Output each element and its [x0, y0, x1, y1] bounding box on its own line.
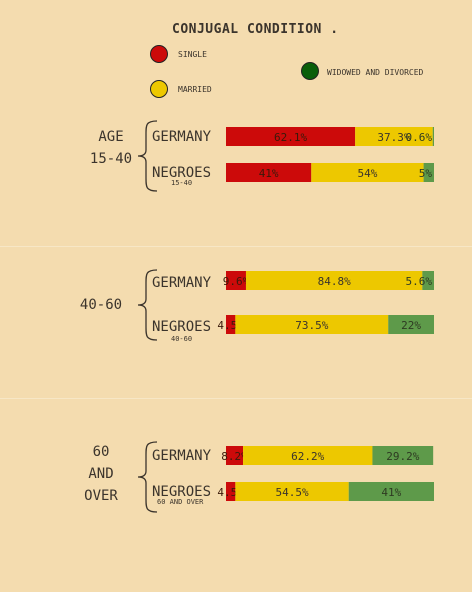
bar-segment-married-row-6	[235, 482, 349, 501]
data-label-single-row-5: 8.2%	[221, 450, 248, 463]
band-divider	[0, 398, 472, 399]
data-label-married-row-6: 54.5%	[275, 486, 308, 499]
bar-segment-widowed-row-4	[388, 315, 434, 334]
legend-widowed-swatch	[301, 62, 319, 80]
bar-segment-single-row-6	[226, 482, 236, 501]
bar-segment-single-row-4	[226, 315, 236, 334]
data-label-single-row-3: 9.6%	[223, 275, 250, 288]
row-label-germany-60-over: GERMANY	[152, 448, 212, 464]
legend-single-swatch	[150, 45, 168, 63]
group-label-60-and-over: 60 AND OVER	[74, 441, 128, 507]
bar-segment-widowed-row-2	[423, 163, 434, 182]
data-label-single-row-1: 62.1%	[274, 131, 307, 144]
data-label-married-row-5: 62.2%	[291, 450, 324, 463]
data-label-widowed-row-1: 0.6%	[406, 131, 433, 144]
row-label-germany-15-40: GERMANY	[152, 129, 212, 145]
data-label-married-row-1: 37.3%	[377, 131, 410, 144]
legend-married-label: MARRIED	[178, 85, 212, 94]
data-label-widowed-row-6: 41%	[381, 486, 401, 499]
row-sublabel-60-over: 60 AND OVER	[157, 498, 204, 506]
bar-segment-single-row-5	[226, 446, 244, 465]
bar-segment-married-row-2	[311, 163, 424, 182]
row-label-germany-40-60: GERMANY	[152, 275, 212, 291]
bar-segment-married-row-5	[243, 446, 373, 465]
row-label-negroes-15-40: NEGROES	[152, 165, 212, 181]
band-divider	[0, 246, 472, 247]
data-label-married-row-2: 54%	[358, 167, 378, 180]
group-label-40-60: 40-60	[74, 294, 128, 316]
data-label-widowed-row-2: 5%	[419, 167, 433, 180]
bar-segment-single-row-1	[226, 127, 356, 146]
data-label-married-row-4: 73.5%	[295, 319, 328, 332]
brace-40-60	[137, 269, 158, 341]
group-label-line: 40-60	[79, 297, 123, 313]
bar-segment-widowed-row-5	[372, 446, 434, 465]
data-label-widowed-row-4: 22%	[401, 319, 421, 332]
brace-15-40	[137, 120, 158, 192]
legend-married-swatch	[150, 80, 168, 98]
brace-60-over	[137, 441, 158, 513]
row-sublabel-40-60: 40-60	[171, 335, 193, 343]
group-braces	[137, 120, 158, 513]
group-label-line: 15-40	[89, 151, 133, 167]
data-label-widowed-row-3: 5.6%	[406, 275, 433, 288]
group-label-line: OVER	[84, 488, 118, 504]
legend-single-label: SINGLE	[178, 50, 207, 59]
group-label-line: AND	[88, 466, 114, 482]
chart-title: CONJUGAL CONDITION .	[172, 22, 339, 37]
bar-segment-married-row-3	[245, 271, 423, 290]
data-label-widowed-row-5: 29.2%	[386, 450, 419, 463]
group-label-line: 60	[92, 444, 110, 460]
bar-segment-widowed-row-3	[422, 271, 434, 290]
data-label-single-row-2: 41%	[259, 167, 279, 180]
bar-segment-married-row-1	[355, 127, 433, 146]
bar-segment-single-row-3	[226, 271, 246, 290]
bar-segment-widowed-row-1	[432, 127, 434, 146]
bars-layer: 62.1% 37.3%0.6%41% 54% 5%9.6% 84.8% 5.6%4.5% 7…	[217, 127, 434, 501]
group-label-age-15-40: AGE 15-40	[84, 126, 138, 170]
legend-widowed-label: WIDOWED AND DIVORCED	[327, 68, 424, 77]
bar-segment-married-row-4	[235, 315, 389, 334]
row-label-negroes-40-60: NEGROES	[152, 319, 212, 335]
row-sublabel-15-40: 15-40	[171, 179, 193, 187]
bar-segment-widowed-row-6	[348, 482, 434, 501]
data-label-married-row-3: 84.8%	[318, 275, 351, 288]
group-label-line: AGE	[98, 129, 124, 145]
bar-segment-single-row-2	[226, 163, 312, 182]
row-label-negroes-60-over: NEGROES	[152, 484, 212, 500]
